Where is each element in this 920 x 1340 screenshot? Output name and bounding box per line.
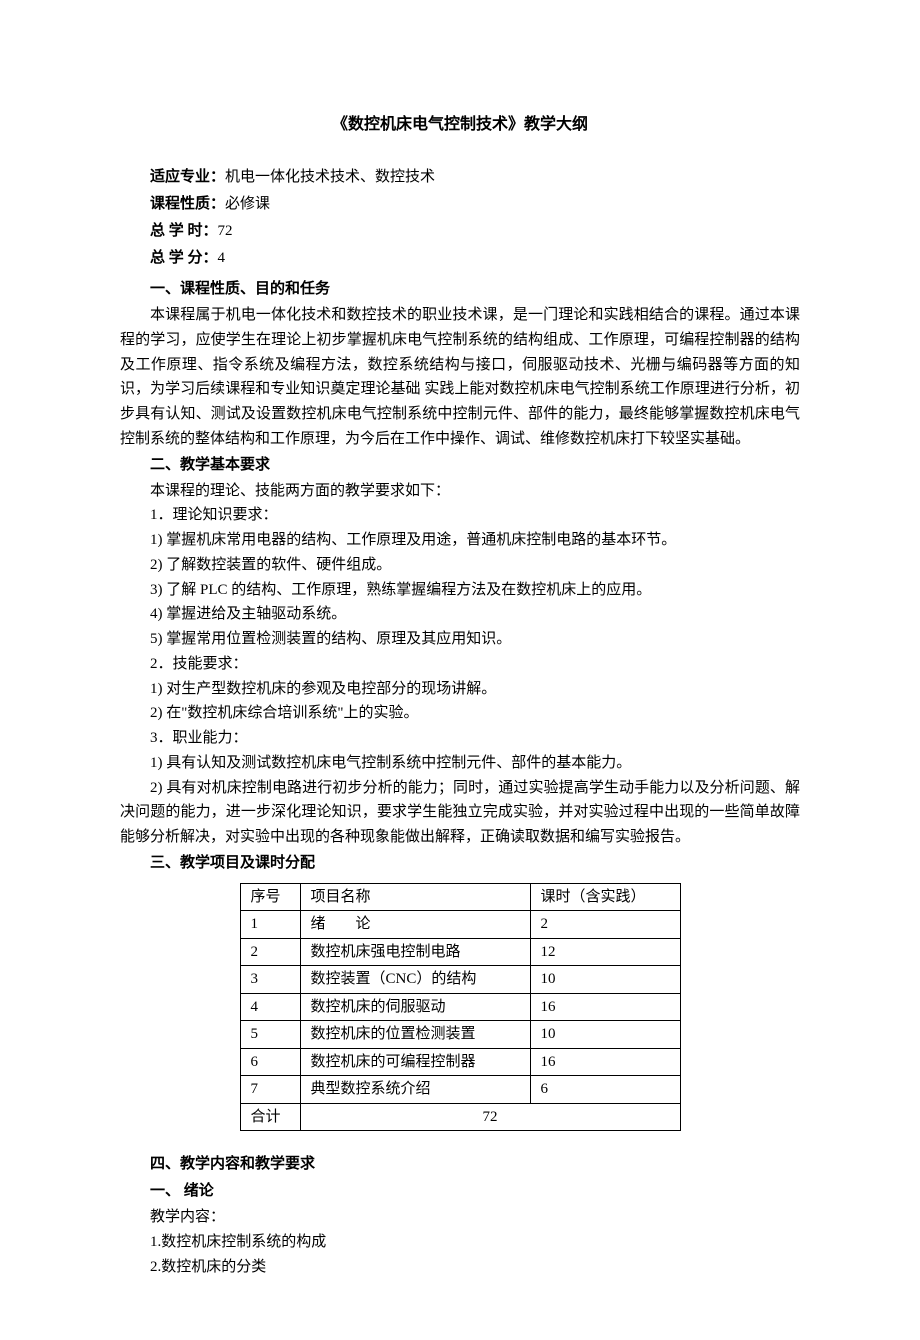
list-item: 2.数控机床的分类 [120, 1255, 800, 1280]
list-item: 4) 掌握进给及主轴驱动系统。 [120, 602, 800, 627]
section1-paragraph: 本课程属于机电一体化技术和数控技术的职业技术课，是一门理论和实践相结合的课程。通… [120, 303, 800, 452]
col-header-name: 项目名称 [300, 883, 530, 911]
cell-name: 数控机床强电控制电路 [300, 938, 530, 966]
section2-g2-head: 2．技能要求： [120, 652, 800, 677]
list-item: 3) 了解 PLC 的结构、工作原理，熟练掌握编程方法及在数控机床上的应用。 [120, 578, 800, 603]
meta-major: 适应专业：机电一体化技术技术、数控技术 [120, 164, 800, 191]
meta-block: 适应专业：机电一体化技术技术、数控技术 课程性质：必修课 总 学 时：72 总 … [120, 164, 800, 272]
meta-hours-value: 72 [218, 223, 233, 239]
section4-content-label: 教学内容： [120, 1205, 800, 1230]
table-row: 3数控装置（CNC）的结构10 [240, 966, 680, 994]
list-item: 2) 具有对机床控制电路进行初步分析的能力；同时，通过实验提高学生动手能力以及分… [120, 776, 800, 850]
section2-g1-head: 1．理论知识要求： [120, 503, 800, 528]
table-header-row: 序号 项目名称 课时（含实践） [240, 883, 680, 911]
meta-major-value: 机电一体化技术技术、数控技术 [225, 169, 435, 185]
cell-name: 数控机床的位置检测装置 [300, 1021, 530, 1049]
section3-heading: 三、教学项目及课时分配 [120, 850, 800, 877]
list-item: 1) 对生产型数控机床的参观及电控部分的现场讲解。 [120, 677, 800, 702]
table-row: 2数控机床强电控制电路12 [240, 938, 680, 966]
cell-name: 数控机床的可编程控制器 [300, 1048, 530, 1076]
cell-idx: 3 [240, 966, 300, 994]
cell-name: 数控装置（CNC）的结构 [300, 966, 530, 994]
cell-hours: 10 [530, 1021, 680, 1049]
meta-credit-value: 4 [218, 250, 226, 266]
section2-g3-head: 3．职业能力： [120, 726, 800, 751]
cell-name: 数控机床的伺服驱动 [300, 993, 530, 1021]
section1-heading: 一、课程性质、目的和任务 [120, 276, 800, 303]
section4-subheading: 一、 绪论 [120, 1178, 800, 1205]
table-row: 1绪 论2 [240, 911, 680, 939]
cell-hours: 6 [530, 1076, 680, 1104]
section4-heading: 四、教学内容和教学要求 [120, 1151, 800, 1178]
list-item: 1.数控机床控制系统的构成 [120, 1230, 800, 1255]
cell-hours: 2 [530, 911, 680, 939]
table-row: 5数控机床的位置检测装置10 [240, 1021, 680, 1049]
meta-credit: 总 学 分：4 [120, 245, 800, 272]
meta-hours-label: 总 学 时： [150, 223, 218, 239]
section2-heading: 二、教学基本要求 [120, 452, 800, 479]
cell-name: 绪 论 [300, 911, 530, 939]
list-item: 1) 掌握机床常用电器的结构、工作原理及用途，普通机床控制电路的基本环节。 [120, 528, 800, 553]
cell-idx: 4 [240, 993, 300, 1021]
meta-major-label: 适应专业： [150, 169, 225, 185]
table-row: 6数控机床的可编程控制器16 [240, 1048, 680, 1076]
cell-hours: 12 [530, 938, 680, 966]
meta-nature-value: 必修课 [225, 196, 270, 212]
meta-hours: 总 学 时：72 [120, 218, 800, 245]
document-title: 《数控机床电气控制技术》教学大纲 [120, 110, 800, 134]
cell-idx: 1 [240, 911, 300, 939]
table-row: 4数控机床的伺服驱动16 [240, 993, 680, 1021]
cell-total-label: 合计 [240, 1103, 300, 1131]
cell-hours: 16 [530, 993, 680, 1021]
cell-name: 典型数控系统介绍 [300, 1076, 530, 1104]
col-header-index: 序号 [240, 883, 300, 911]
cell-idx: 2 [240, 938, 300, 966]
table-row: 7典型数控系统介绍6 [240, 1076, 680, 1104]
list-item: 2) 在"数控机床综合培训系统"上的实验。 [120, 701, 800, 726]
cell-hours: 10 [530, 966, 680, 994]
col-header-hours: 课时（含实践） [530, 883, 680, 911]
cell-idx: 5 [240, 1021, 300, 1049]
hours-table: 序号 项目名称 课时（含实践） 1绪 论2 2数控机床强电控制电路12 3数控装… [240, 883, 681, 1132]
list-item: 5) 掌握常用位置检测装置的结构、原理及其应用知识。 [120, 627, 800, 652]
cell-hours: 16 [530, 1048, 680, 1076]
meta-credit-label: 总 学 分： [150, 250, 218, 266]
table-total-row: 合计72 [240, 1103, 680, 1131]
section2-intro: 本课程的理论、技能两方面的教学要求如下： [120, 479, 800, 504]
cell-total-value: 72 [300, 1103, 680, 1131]
list-item: 1) 具有认知及测试数控机床电气控制系统中控制元件、部件的基本能力。 [120, 751, 800, 776]
list-item: 2) 了解数控装置的软件、硬件组成。 [120, 553, 800, 578]
meta-nature: 课程性质：必修课 [120, 191, 800, 218]
meta-nature-label: 课程性质： [150, 196, 225, 212]
cell-idx: 6 [240, 1048, 300, 1076]
cell-idx: 7 [240, 1076, 300, 1104]
